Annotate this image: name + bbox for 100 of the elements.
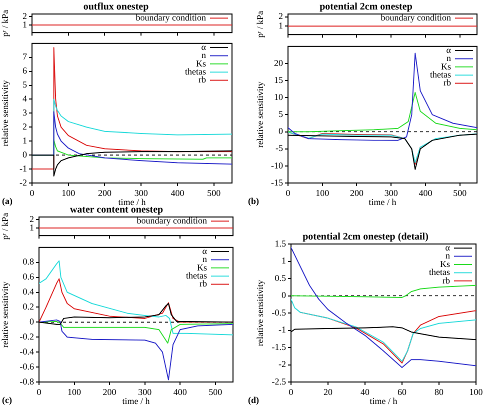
chart-title: water content onestep bbox=[70, 204, 164, 216]
y-tick-label: 5 bbox=[278, 109, 284, 120]
y-tick-label: -0.6 bbox=[20, 361, 34, 372]
x-tick-label: 0 bbox=[288, 386, 294, 397]
legend-label: rb bbox=[442, 275, 450, 286]
legend-label: n bbox=[202, 50, 206, 60]
legend-label: n bbox=[446, 53, 452, 64]
y-tick-label: 7 bbox=[22, 52, 28, 62]
chart-title: potential 2cm onestep bbox=[320, 2, 413, 13]
y-tick-label: 20 bbox=[274, 58, 284, 68]
x-tick-label: 400 bbox=[418, 188, 433, 198]
x-tick-label: 200 bbox=[98, 188, 112, 198]
y-tick-label: -2.5 bbox=[272, 376, 286, 386]
y-axis-title: relative sensitivity bbox=[254, 81, 265, 148]
y-axis-title: relative sensitivity bbox=[0, 281, 10, 348]
legend-label: boundary condition bbox=[136, 215, 208, 226]
y-tick-label: -0.2 bbox=[20, 331, 34, 342]
legend-label: boundary condition bbox=[136, 12, 206, 22]
x-tick-label: 100 bbox=[316, 188, 330, 198]
legend-label: Ks bbox=[196, 58, 206, 68]
y-tick-label: 0 bbox=[282, 290, 286, 300]
y-tick-label: -5 bbox=[276, 143, 284, 154]
legend-label: n bbox=[202, 254, 208, 264]
legend-label: thetas bbox=[185, 66, 206, 76]
y-tick-label: 1 bbox=[22, 19, 27, 30]
y-tick-label: 4 bbox=[22, 94, 28, 104]
legend-label: rb bbox=[444, 78, 452, 88]
x-tick-label: 100 bbox=[469, 386, 484, 397]
y-axis-title: pʳ / kPa bbox=[0, 212, 10, 240]
y-tick-label: -0.4 bbox=[20, 346, 34, 356]
y-tick-label: -1 bbox=[20, 163, 27, 174]
legend-label: rb bbox=[200, 278, 208, 289]
legend-label: thetas bbox=[429, 267, 450, 278]
x-axis-title: time / h bbox=[122, 396, 150, 406]
y-tick-label: -1 bbox=[278, 324, 286, 335]
y-tick-label: 0.5 bbox=[274, 272, 286, 283]
x-tick-label: 500 bbox=[453, 188, 468, 198]
text: (c) bbox=[2, 395, 12, 405]
x-tick-label: 100 bbox=[62, 188, 76, 198]
x-tick-label: 100 bbox=[68, 386, 82, 397]
x-tick-label: 300 bbox=[384, 188, 398, 198]
legend-label: boundary condition bbox=[380, 12, 452, 22]
legend-label: α bbox=[446, 44, 452, 55]
legend-label: Ks bbox=[440, 61, 452, 72]
y-tick-label: 5 bbox=[22, 80, 28, 90]
y-tick-label: 0.6 bbox=[22, 272, 34, 282]
x-axis-title: time / h bbox=[368, 196, 397, 207]
y-tick-label: 1 bbox=[30, 222, 34, 232]
y-tick-label: 0 bbox=[22, 149, 28, 160]
x-tick-label: 60 bbox=[398, 386, 407, 397]
y-tick-label: 1 bbox=[278, 20, 283, 31]
legend-label: thetas bbox=[186, 270, 208, 280]
text: (b) bbox=[248, 196, 259, 206]
y-tick-label: -15 bbox=[271, 177, 284, 188]
x-tick-label: 400 bbox=[173, 386, 188, 397]
x-tick-label: 0 bbox=[36, 386, 42, 397]
legend-label: α bbox=[445, 242, 450, 252]
y-axis-title: pʳ / kPa bbox=[0, 10, 10, 37]
x-tick-label: 200 bbox=[350, 188, 364, 198]
legend-label: thetas bbox=[430, 69, 452, 80]
x-tick-label: 80 bbox=[434, 386, 444, 397]
y-tick-label: 2 bbox=[278, 11, 283, 22]
legend-label: rb bbox=[198, 74, 206, 85]
y-tick-label: 2 bbox=[30, 214, 34, 224]
y-axis-title: relative sensitivity bbox=[254, 279, 265, 346]
x-tick-label: 500 bbox=[208, 386, 223, 397]
y-tick-label: -1.5 bbox=[272, 342, 286, 352]
y-tick-label: 1.5 bbox=[274, 238, 286, 248]
text: (a) bbox=[2, 196, 12, 206]
y-tick-label: -10 bbox=[271, 160, 284, 170]
x-tick-label: 300 bbox=[134, 188, 148, 198]
y-tick-label: 2 bbox=[22, 122, 27, 132]
y-tick-label: 10 bbox=[274, 92, 284, 102]
legend-label: α bbox=[202, 246, 208, 256]
y-tick-label: -2 bbox=[20, 177, 27, 188]
legend-label: Ks bbox=[440, 258, 450, 269]
y-tick-label: 0 bbox=[278, 126, 284, 136]
y-tick-label: 15 bbox=[274, 74, 284, 85]
x-axis-title: time / h bbox=[370, 396, 398, 406]
y-tick-label: 3 bbox=[22, 108, 28, 118]
x-tick-label: 500 bbox=[207, 188, 222, 198]
y-axis-title: pʳ / kPa bbox=[254, 10, 265, 38]
y-tick-label: 1 bbox=[22, 135, 27, 146]
legend-label: Ks bbox=[196, 262, 208, 272]
y-tick-label: -2 bbox=[278, 359, 286, 370]
x-tick-label: 40 bbox=[360, 386, 370, 397]
x-tick-label: 400 bbox=[170, 188, 185, 198]
x-tick-label: 20 bbox=[324, 386, 333, 397]
x-tick-label: 300 bbox=[138, 386, 152, 397]
y-tick-label: 0.2 bbox=[22, 302, 34, 312]
y-tick-label: 1 bbox=[282, 256, 286, 266]
x-axis-title: time / h bbox=[118, 196, 146, 207]
legend-label: n bbox=[446, 250, 450, 261]
y-tick-label: 0 bbox=[30, 316, 34, 327]
y-tick-label: 0.8 bbox=[22, 256, 34, 267]
text: (d) bbox=[248, 395, 259, 405]
y-tick-label: 0.4 bbox=[22, 286, 34, 297]
y-tick-label: 6 bbox=[22, 66, 28, 76]
y-tick-label: -0.5 bbox=[272, 307, 286, 318]
y-tick-label: -0.8 bbox=[20, 376, 34, 386]
